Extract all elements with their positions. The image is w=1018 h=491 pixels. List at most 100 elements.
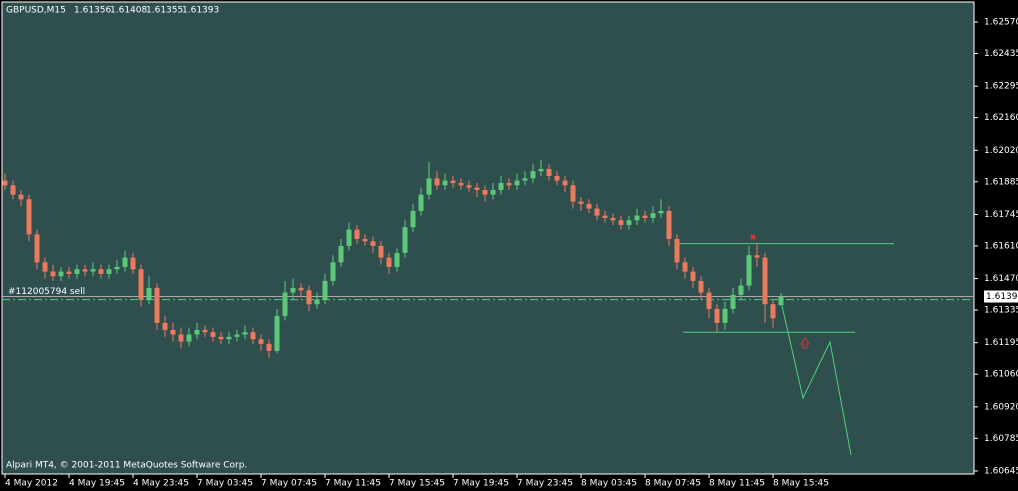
candle-body: [394, 252, 400, 267]
y-tick-label: 1.60920: [984, 402, 1018, 412]
candle-body: [714, 308, 720, 323]
high-value: 1.61408: [110, 6, 147, 16]
candle-body: [578, 201, 584, 204]
candle-body: [522, 178, 528, 181]
candle-body: [602, 215, 608, 218]
candle-body: [282, 292, 288, 316]
bid-box: [984, 290, 1018, 303]
y-tick-label: 1.61885: [984, 177, 1018, 187]
candle-body: [746, 255, 752, 286]
y-tick-label: 1.61610: [984, 241, 1018, 251]
candle-body: [474, 187, 480, 190]
x-tick-label: 8 May 07:45: [645, 479, 701, 489]
candle-body: [770, 304, 776, 319]
candle-body: [618, 220, 624, 225]
candle-body: [146, 287, 152, 300]
candle-body: [338, 245, 344, 263]
candle-body: [730, 294, 736, 309]
candle-body: [2, 180, 8, 186]
candle-body: [778, 296, 784, 306]
candle-body: [418, 194, 424, 211]
candle-body: [186, 334, 192, 342]
candle-body: [570, 185, 576, 202]
candle-body: [458, 182, 464, 186]
candle-body: [722, 308, 728, 323]
y-tick-label: 1.61335: [984, 306, 1018, 316]
candle-body: [402, 227, 408, 253]
candle-body: [202, 329, 208, 333]
x-tick-label: 8 May 15:45: [773, 479, 829, 489]
bid-label: 1.61393: [986, 292, 1018, 302]
candle-body: [490, 189, 496, 195]
candle-body: [266, 343, 272, 351]
candle-body: [98, 269, 104, 274]
candle-body: [154, 287, 160, 323]
sell-arrow: [800, 337, 810, 349]
candle-body: [234, 334, 240, 337]
candle-body: [258, 339, 264, 344]
candle-body: [250, 332, 256, 340]
candle-body: [274, 315, 280, 351]
candle-body: [610, 217, 616, 221]
candle-body: [762, 257, 768, 305]
candle-body: [538, 168, 544, 172]
candle-body: [122, 257, 128, 267]
candle-body: [210, 332, 216, 337]
candle-body: [298, 287, 304, 291]
candle-body: [50, 271, 56, 277]
candle-body: [330, 262, 336, 281]
candle-body: [178, 334, 184, 342]
y-tick-label: 1.62435: [984, 49, 1018, 59]
candle-body: [18, 194, 24, 200]
candle-body: [706, 292, 712, 309]
y-tick-label: 1.62020: [984, 146, 1018, 156]
candle-body: [530, 171, 536, 179]
candle-body: [586, 203, 592, 209]
candle-body: [370, 241, 376, 246]
candle-body: [170, 329, 176, 335]
chart-title: GBPUSD,M15: [6, 6, 66, 16]
candle-body: [514, 180, 520, 186]
candle-body: [194, 329, 200, 335]
candle-body: [466, 185, 472, 188]
y-tick-label: 1.62570: [984, 18, 1018, 28]
x-tick-label: 7 May 11:45: [325, 479, 381, 489]
x-tick-label: 7 May 19:45: [453, 479, 509, 489]
x-tick-label: 7 May 23:45: [517, 479, 573, 489]
x-tick-label: 8 May 03:45: [581, 479, 637, 489]
candle-body: [162, 322, 168, 330]
candle-body: [242, 332, 248, 335]
y-tick-label: 1.60645: [984, 466, 1018, 476]
candle-body: [506, 182, 512, 186]
x-tick-label: 4 May 2012: [5, 479, 58, 489]
y-tick-label: 1.61060: [984, 370, 1018, 380]
candle-body: [498, 182, 504, 190]
y-tick-label: 1.60785: [984, 434, 1018, 444]
x-tick-label: 7 May 03:45: [197, 479, 253, 489]
x-tick-label: 4 May 23:45: [133, 479, 189, 489]
candle-body: [546, 168, 552, 176]
candle-body: [42, 262, 48, 272]
candle-body: [682, 262, 688, 272]
y-tick-label: 1.61195: [984, 338, 1018, 348]
x-tick-label: 4 May 19:45: [69, 479, 125, 489]
x-tick-label: 7 May 15:45: [389, 479, 445, 489]
candle-body: [354, 229, 360, 239]
candle-body: [698, 280, 704, 293]
candle-body: [378, 245, 384, 258]
y-tick-label: 1.62295: [984, 82, 1018, 92]
close-value: 1.61393: [182, 6, 219, 16]
candle-body: [66, 271, 72, 274]
candle-body: [450, 180, 456, 183]
candle-body: [562, 180, 568, 186]
projection-line: [779, 296, 852, 456]
candle-body: [226, 336, 232, 340]
candle-body: [754, 255, 760, 258]
candle-body: [658, 210, 664, 214]
candle-body: [426, 178, 432, 195]
open-value: 1.61356: [74, 6, 111, 16]
candle-body: [82, 269, 88, 272]
candle-body: [90, 269, 96, 272]
candle-body: [290, 287, 296, 293]
